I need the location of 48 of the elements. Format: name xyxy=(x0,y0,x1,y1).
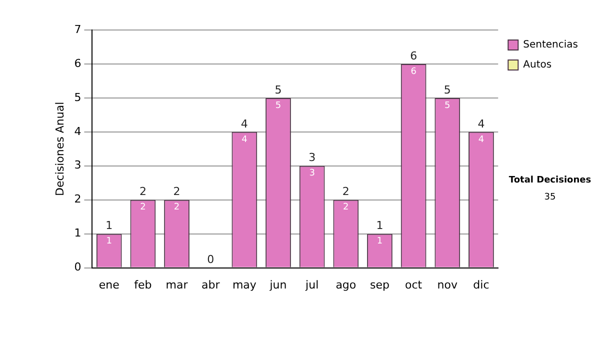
total-label: 4 xyxy=(240,117,248,130)
y-tick-label: 0 xyxy=(74,260,82,274)
x-tick-label: sep xyxy=(370,278,390,292)
text: Total Decisiones xyxy=(508,175,592,186)
data-label: 6 xyxy=(410,66,417,77)
total-label: 3 xyxy=(308,151,316,164)
data-label: 1 xyxy=(106,236,112,247)
y-tick-label: 7 xyxy=(74,22,82,36)
y-tick-label: 2 xyxy=(74,192,82,206)
x-tick-label: dic xyxy=(473,278,490,292)
x-tick-label: nov xyxy=(437,278,458,292)
data-label: 3 xyxy=(309,168,315,179)
y-tick-label: 5 xyxy=(74,90,82,104)
text: 35 xyxy=(544,192,556,202)
total-label: 5 xyxy=(274,83,282,96)
y-axis-title: Decisiones Anual xyxy=(53,102,66,196)
x-tick-label: jun xyxy=(268,278,287,292)
y-tick-label: 4 xyxy=(74,124,82,138)
x-tick-label: mar xyxy=(166,278,188,292)
legend-label: Sentencias xyxy=(523,40,578,51)
x-tick-label: feb xyxy=(134,278,152,292)
x-tick-label: ene xyxy=(98,278,120,292)
total-label: 0 xyxy=(207,253,214,266)
data-label: 5 xyxy=(444,100,450,111)
data-label: 2 xyxy=(174,202,180,213)
x-tick-label: abr xyxy=(201,278,220,292)
x-tick-label: oct xyxy=(405,278,423,292)
total-label: 6 xyxy=(410,49,418,62)
y-tick-label: 1 xyxy=(74,226,82,240)
legend-label: Autos xyxy=(523,60,552,71)
data-label: 4 xyxy=(478,134,484,145)
total-label: 1 xyxy=(376,219,384,232)
total-label: 2 xyxy=(173,185,180,198)
total-label: 4 xyxy=(478,117,485,130)
total-label: 1 xyxy=(106,219,113,232)
data-label: 4 xyxy=(242,134,248,145)
total-label: 5 xyxy=(444,83,451,96)
data-label: 2 xyxy=(140,202,146,213)
y-tick-label: 3 xyxy=(74,158,82,172)
x-tick-label: ago xyxy=(336,278,356,292)
x-tick-label: jul xyxy=(304,278,319,292)
total-label: 2 xyxy=(139,185,146,198)
data-label: 2 xyxy=(343,202,349,213)
y-tick-label: 6 xyxy=(74,56,82,70)
data-label: 1 xyxy=(376,236,383,247)
data-label: 5 xyxy=(275,100,282,111)
total-label: 2 xyxy=(342,185,350,198)
x-tick-label: may xyxy=(232,278,257,292)
